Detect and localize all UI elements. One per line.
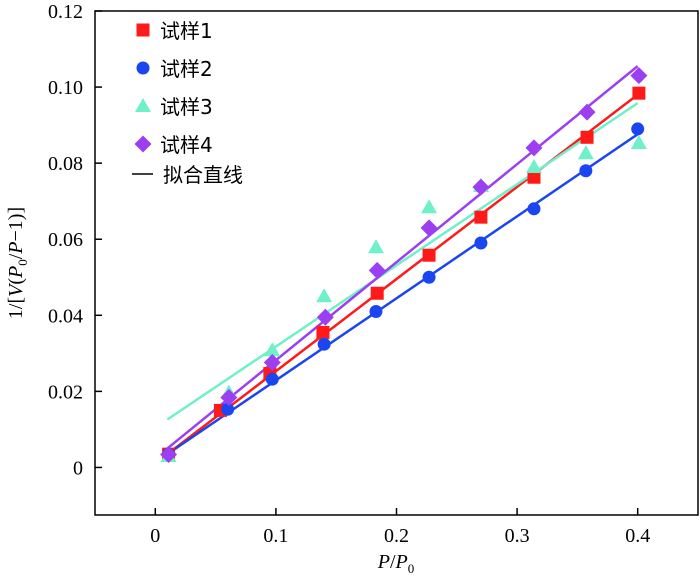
legend-marker-4 bbox=[134, 135, 152, 153]
data-point-series-3 bbox=[367, 239, 384, 254]
data-point-series-2 bbox=[317, 337, 331, 351]
data-point-series-2 bbox=[369, 304, 383, 318]
legend-label-2: 试样2 bbox=[160, 57, 213, 81]
data-point-series-4 bbox=[368, 261, 386, 279]
data-point-series-4 bbox=[630, 67, 648, 85]
legend-marker-3 bbox=[135, 98, 151, 112]
y-tick-label: 0.08 bbox=[48, 153, 83, 175]
data-point-series-2 bbox=[265, 372, 279, 386]
data-point-series-4 bbox=[160, 446, 178, 464]
data-point-series-3 bbox=[421, 199, 438, 214]
x-tick-label: 0.2 bbox=[384, 525, 409, 547]
legend-label-3: 试样3 bbox=[160, 95, 213, 119]
legend-marker-2 bbox=[136, 61, 150, 75]
data-point-series-3 bbox=[316, 288, 333, 303]
data-point-series-2 bbox=[631, 122, 645, 136]
data-point-series-4 bbox=[263, 353, 281, 371]
legend-marker-1 bbox=[136, 23, 150, 37]
fit-line-3 bbox=[166, 102, 639, 421]
data-point-series-4 bbox=[420, 219, 438, 237]
x-tick-label: 0.4 bbox=[625, 525, 650, 547]
y-tick-label: 0.04 bbox=[48, 305, 83, 327]
legend-label-4: 试样4 bbox=[160, 133, 213, 157]
data-point-series-3 bbox=[525, 158, 542, 173]
data-point-series-4 bbox=[316, 308, 334, 326]
data-point-series-4 bbox=[525, 139, 543, 157]
data-point-series-3 bbox=[577, 145, 594, 160]
data-point-series-4 bbox=[578, 103, 596, 121]
legend: 试样1 试样2 试样3 试样4 拟合直线 bbox=[132, 19, 243, 187]
y-tick-label: 0 bbox=[73, 457, 83, 479]
fit-line-1 bbox=[166, 93, 639, 456]
y-tick-label: 0.10 bbox=[48, 77, 83, 99]
data-point-series-1 bbox=[527, 170, 541, 184]
data-point-series-2 bbox=[474, 236, 488, 250]
y-tick-label: 0.02 bbox=[48, 381, 83, 403]
data-point-series-2 bbox=[527, 202, 541, 216]
data-point-series-2 bbox=[422, 270, 436, 284]
data-point-series-3 bbox=[630, 134, 647, 149]
x-tick-label: 0.1 bbox=[263, 525, 288, 547]
data-point-series-1 bbox=[632, 86, 646, 100]
data-point-series-1 bbox=[580, 130, 594, 144]
data-point-series-3 bbox=[264, 342, 281, 357]
y-tick-label: 0.06 bbox=[48, 229, 83, 251]
data-point-series-1 bbox=[422, 248, 436, 262]
x-tick-label: 0 bbox=[150, 525, 160, 547]
data-point-series-1 bbox=[370, 286, 384, 300]
data-point-series-1 bbox=[316, 325, 330, 339]
x-tick-label: 0.3 bbox=[505, 525, 530, 547]
y-tick-label: 0.12 bbox=[48, 1, 83, 23]
y-axis-label: 1/[V(P0/P−1)] bbox=[5, 207, 30, 319]
data-point-series-1 bbox=[474, 210, 488, 224]
x-axis-label: P/P0 bbox=[377, 551, 415, 576]
data-point-series-4 bbox=[220, 388, 238, 406]
data-point-series-2 bbox=[579, 164, 593, 178]
data-point-series-4 bbox=[472, 178, 490, 196]
legend-label-1: 试样1 bbox=[160, 19, 213, 43]
data-point-series-2 bbox=[221, 402, 235, 416]
fit-line-4 bbox=[166, 65, 639, 450]
fit-line-2 bbox=[166, 133, 639, 456]
legend-label-fit: 拟合直线 bbox=[163, 163, 243, 187]
